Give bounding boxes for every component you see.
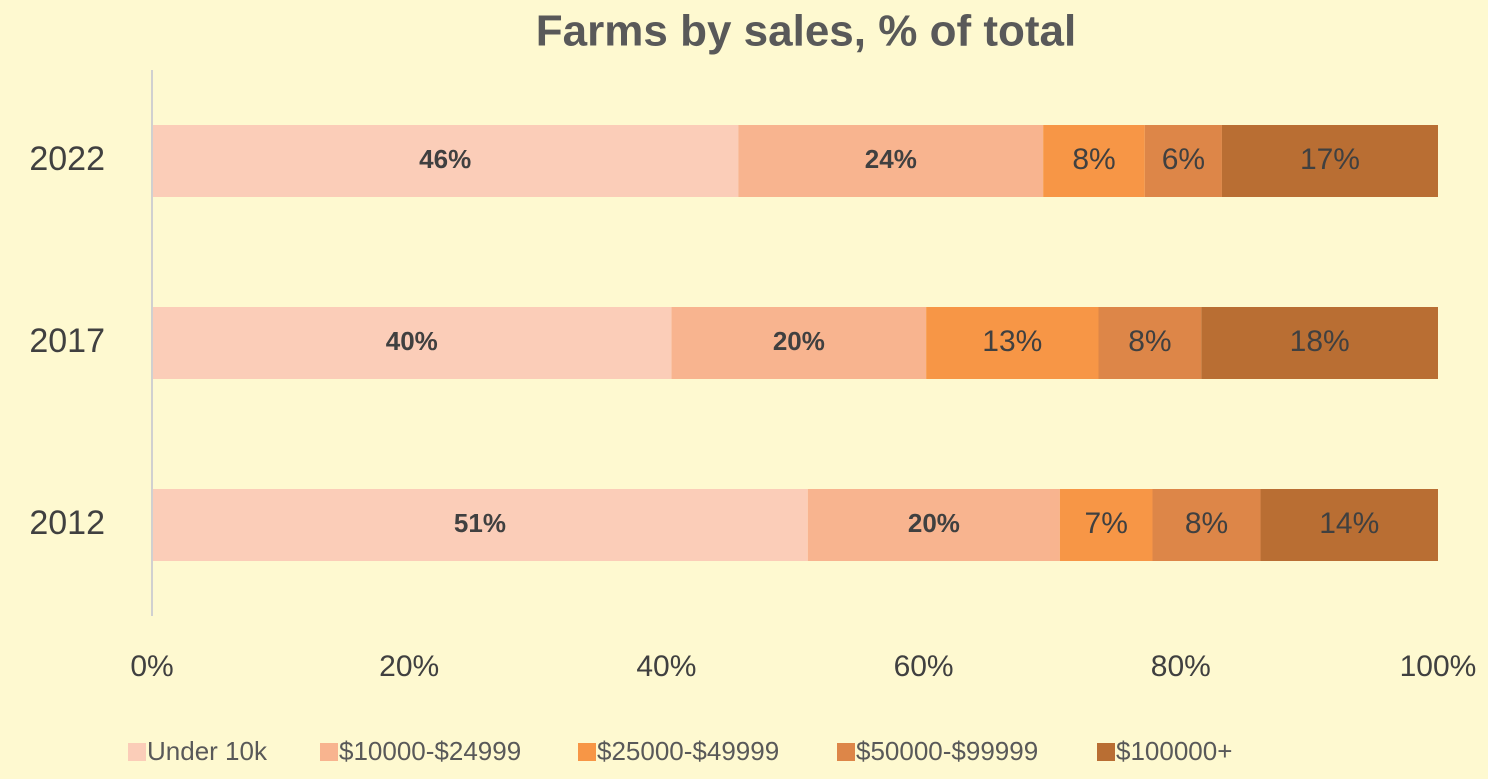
legend-swatch bbox=[1097, 743, 1115, 761]
bar-segment bbox=[1098, 307, 1202, 379]
bar-segment bbox=[152, 125, 739, 197]
legend-swatch bbox=[320, 743, 338, 761]
legend-label: Under 10k bbox=[147, 736, 268, 766]
data-label: 17% bbox=[1300, 143, 1360, 176]
data-label: 14% bbox=[1319, 507, 1379, 540]
data-label: 18% bbox=[1290, 325, 1350, 358]
bar-segment bbox=[1144, 125, 1222, 197]
bar-segment bbox=[1043, 125, 1145, 197]
data-label: 24% bbox=[865, 144, 917, 174]
bar-segment bbox=[1059, 489, 1153, 561]
data-label: 20% bbox=[908, 508, 960, 538]
bar-segment bbox=[1201, 307, 1438, 379]
y-tick-label: 2017 bbox=[29, 322, 105, 360]
data-label: 8% bbox=[1072, 143, 1115, 176]
x-tick-label: 60% bbox=[894, 650, 954, 683]
x-tick-label: 40% bbox=[636, 650, 696, 683]
bar-segment bbox=[1221, 125, 1438, 197]
bar-segment bbox=[1260, 489, 1438, 561]
data-label: 6% bbox=[1162, 143, 1205, 176]
data-label: 20% bbox=[773, 326, 825, 356]
x-tick-label: 100% bbox=[1400, 650, 1477, 683]
data-label: 8% bbox=[1185, 507, 1228, 540]
legend-label: $100000+ bbox=[1116, 736, 1232, 766]
bar-segment bbox=[671, 307, 927, 379]
data-label: 46% bbox=[419, 144, 471, 174]
bar-segment bbox=[152, 307, 672, 379]
data-label: 7% bbox=[1085, 507, 1128, 540]
legend-swatch bbox=[837, 743, 855, 761]
legend-swatch bbox=[578, 743, 596, 761]
bar-segment bbox=[926, 307, 1099, 379]
bar-segment bbox=[152, 489, 808, 561]
data-label: 40% bbox=[386, 326, 438, 356]
x-tick-label: 80% bbox=[1151, 650, 1211, 683]
bar-segment bbox=[807, 489, 1060, 561]
legend-label: $10000-$24999 bbox=[339, 736, 521, 766]
x-tick-label: 0% bbox=[130, 650, 173, 683]
legend-swatch bbox=[128, 743, 146, 761]
data-label: 51% bbox=[454, 508, 506, 538]
bar-segment bbox=[1152, 489, 1261, 561]
legend-label: $50000-$99999 bbox=[856, 736, 1038, 766]
x-tick-label: 20% bbox=[379, 650, 439, 683]
data-label: 8% bbox=[1128, 325, 1171, 358]
chart-title: Farms by sales, % of total bbox=[536, 7, 1076, 56]
bar-segment bbox=[738, 125, 1044, 197]
y-tick-label: 2012 bbox=[29, 504, 105, 542]
data-label: 13% bbox=[982, 325, 1042, 358]
legend-label: $25000-$49999 bbox=[597, 736, 779, 766]
y-tick-label: 2022 bbox=[29, 140, 105, 178]
